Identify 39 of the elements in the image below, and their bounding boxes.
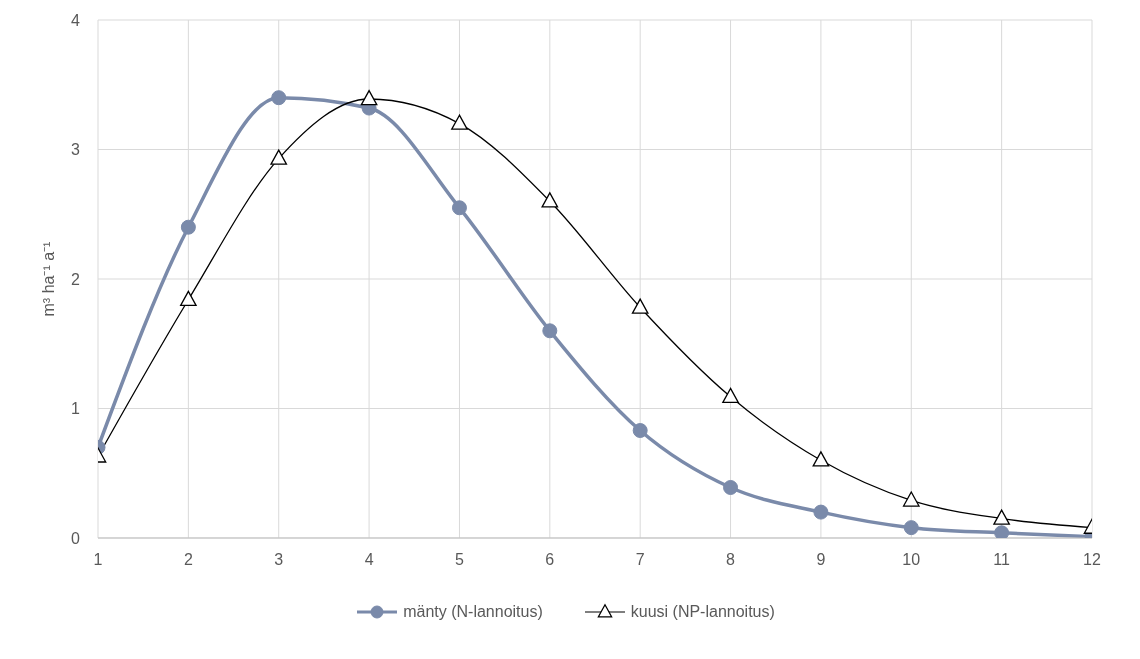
- x-tick-label: 7: [635, 551, 645, 569]
- x-tick-label: 8: [726, 551, 736, 569]
- point: [632, 423, 648, 439]
- point: [451, 200, 467, 216]
- point: [993, 509, 1010, 525]
- x-tick-label: 11: [993, 551, 1011, 569]
- x-tick-label: 6: [545, 551, 555, 569]
- x-tick-label: 12: [1083, 551, 1101, 569]
- x-tick-label: 2: [183, 551, 193, 569]
- point: [813, 504, 829, 520]
- point: [180, 219, 196, 235]
- x-tick-label: 10: [902, 551, 921, 569]
- point: [541, 192, 559, 208]
- x-tick-label: 1: [93, 551, 103, 569]
- y-tick-label: 4: [71, 11, 81, 29]
- point: [812, 451, 830, 467]
- point: [360, 89, 378, 106]
- point: [722, 387, 739, 404]
- y-tick-label: 3: [71, 141, 81, 159]
- point: [903, 520, 919, 536]
- x-tick-label: 9: [816, 551, 826, 569]
- legend-label: mänty (N-lannoitus): [403, 603, 543, 621]
- x-tick-label: 5: [455, 551, 464, 569]
- x-tick-label: 3: [274, 551, 284, 569]
- legend-label: kuusi (NP-lannoitus): [630, 603, 775, 621]
- point: [902, 491, 920, 507]
- point: [451, 114, 468, 130]
- point: [631, 298, 649, 314]
- y-tick-label: 1: [71, 400, 81, 418]
- point: [723, 480, 739, 495]
- point: [271, 90, 287, 106]
- point: [994, 525, 1010, 538]
- point: [542, 323, 558, 339]
- x-tick-label: 4: [364, 551, 374, 569]
- point: [180, 290, 197, 306]
- y-axis-title: m³ ha⁻¹ a⁻¹: [39, 241, 57, 317]
- y-tick-label: 2: [71, 270, 81, 288]
- point: [270, 149, 288, 165]
- y-tick-label: 0: [71, 529, 81, 547]
